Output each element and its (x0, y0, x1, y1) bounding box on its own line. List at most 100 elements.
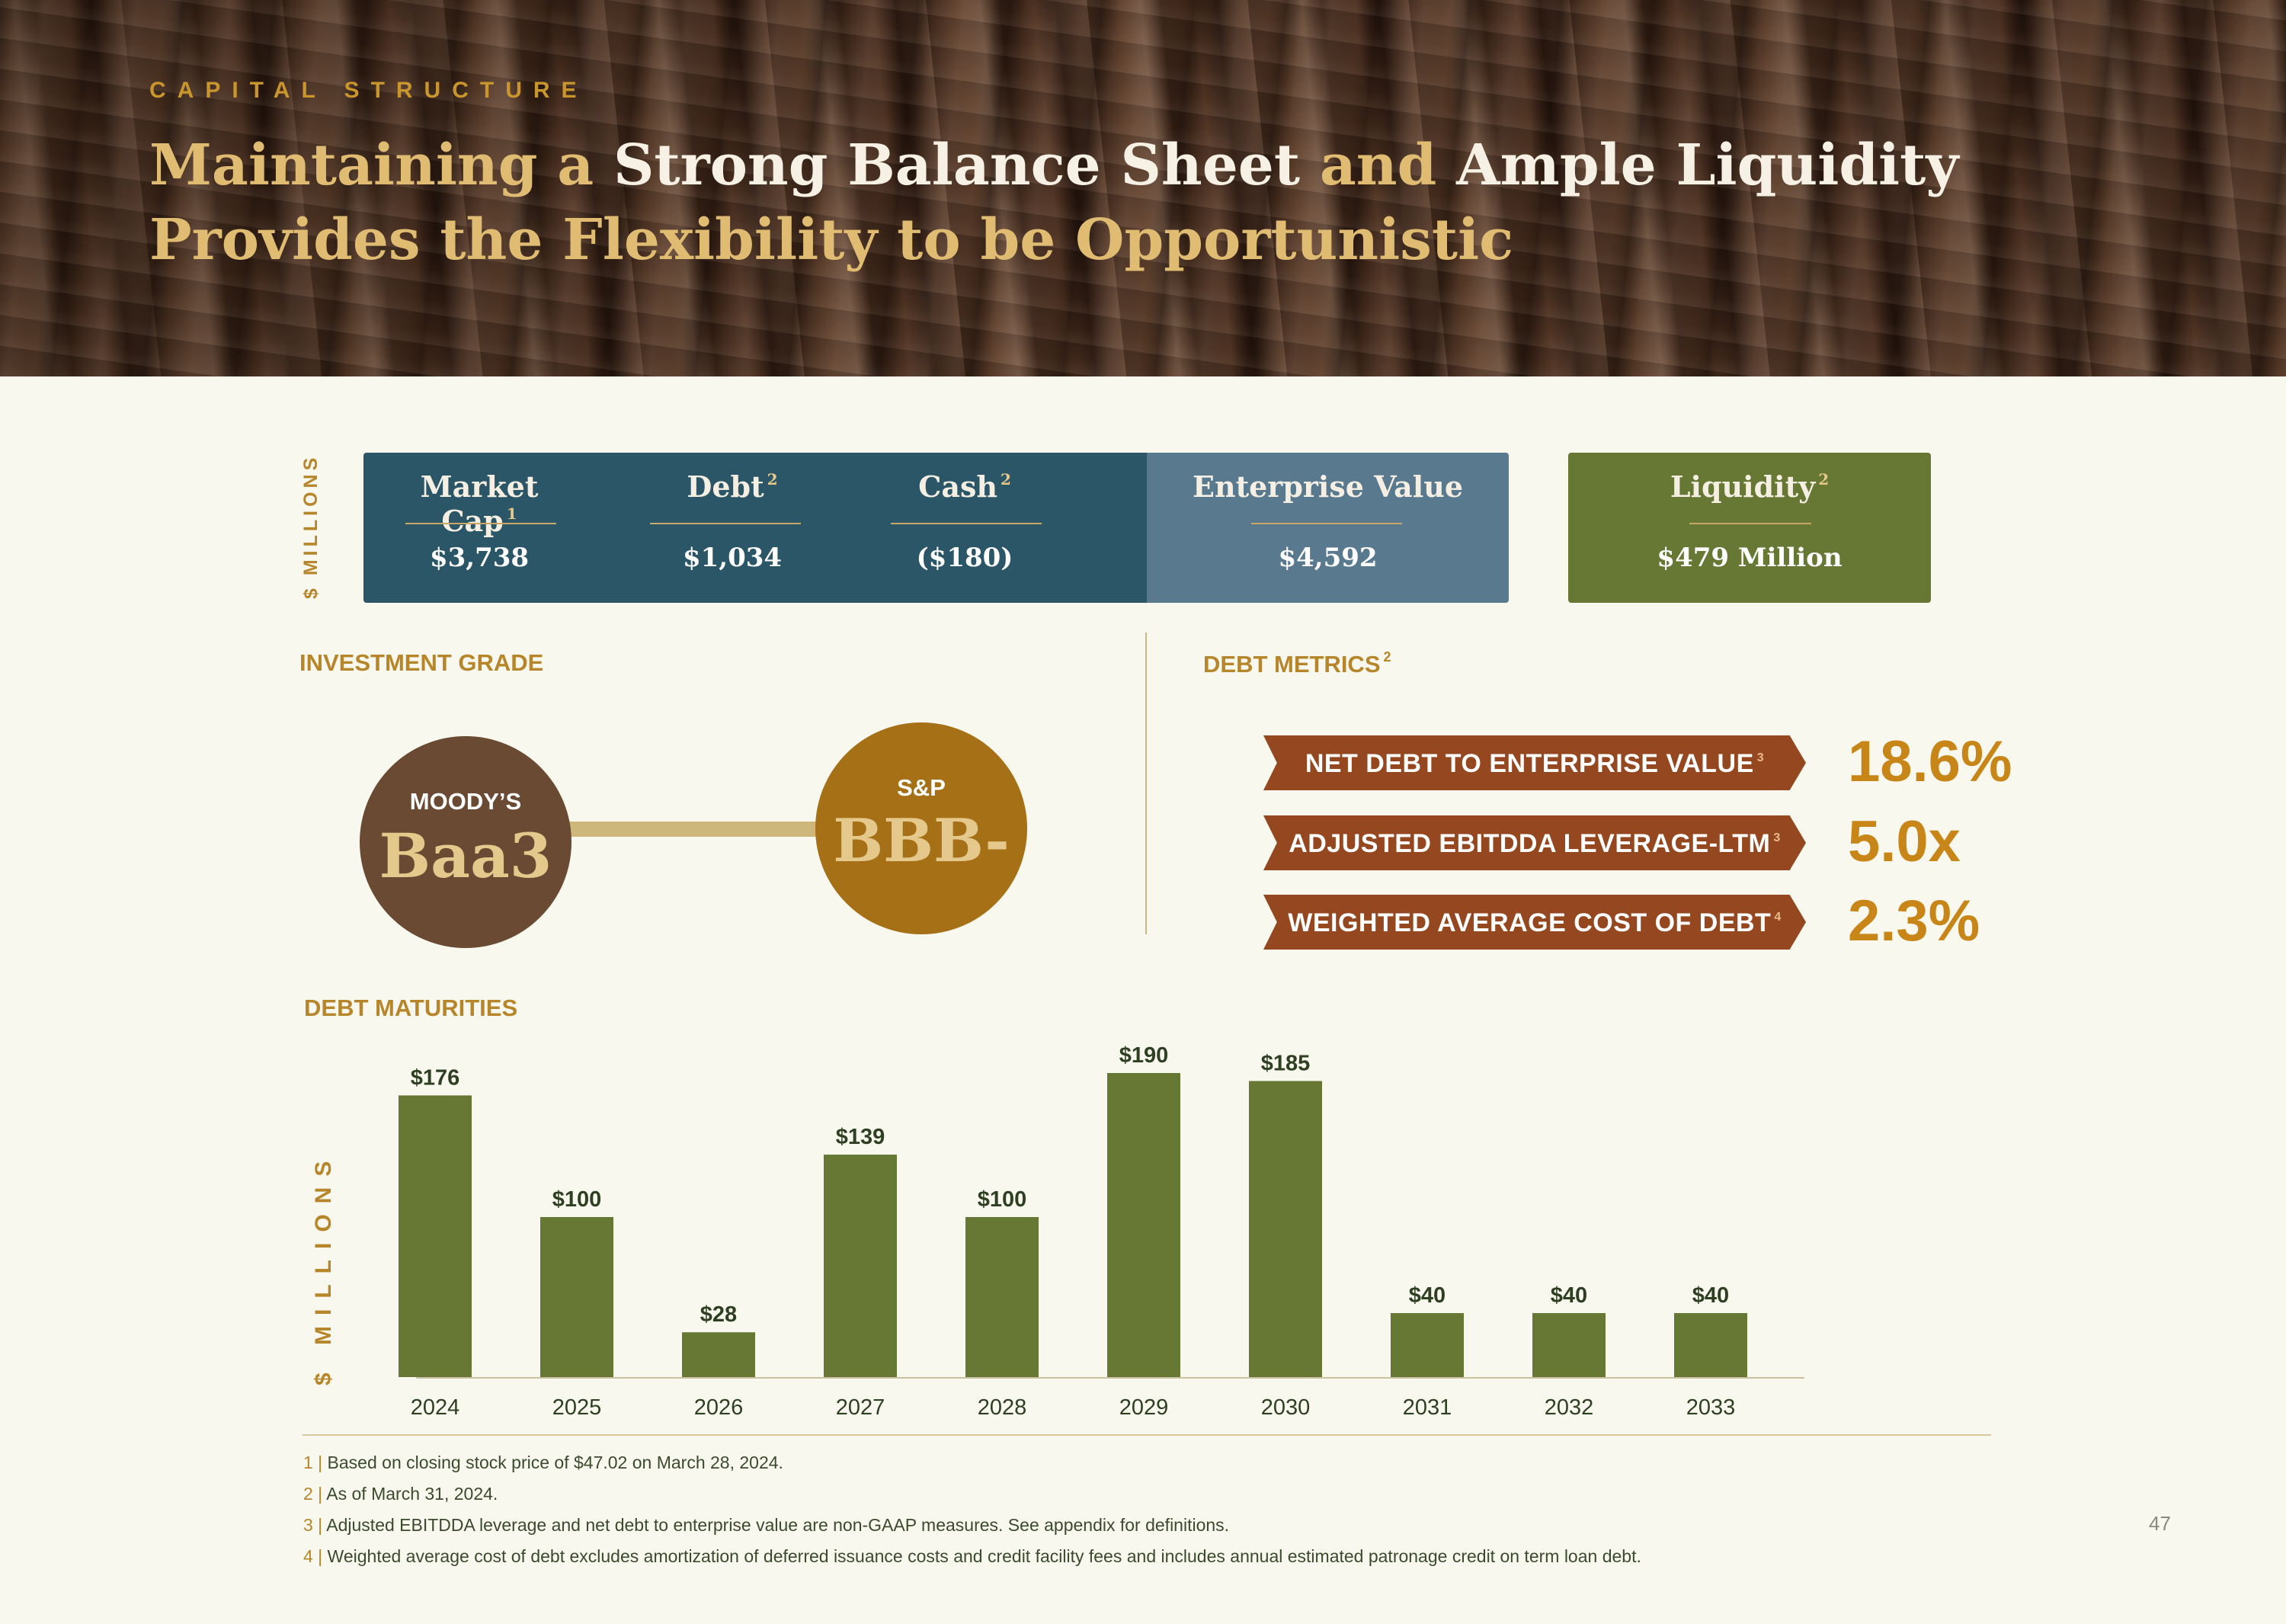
footnote-ref: 3 (1773, 831, 1781, 844)
rating-agency: S&P (897, 774, 946, 801)
bar-2033 (1674, 1313, 1747, 1377)
metric-label-text: Cash (918, 469, 997, 504)
footnote-3: 3 | Adjusted EBITDDA leverage and net de… (303, 1515, 1229, 1536)
bar-2025 (540, 1217, 613, 1377)
metric-cash: Cash 2 ($180) (875, 453, 1055, 603)
metric-label-text: Market Cap (420, 469, 539, 538)
metric-label: Debt 2 (639, 469, 826, 504)
footnote-ref: 3 (1756, 751, 1765, 764)
metric-label-text: Liquidity (1670, 469, 1816, 504)
metric-value: $3,738 (429, 543, 530, 573)
data-label-2030: $185 (1261, 1052, 1311, 1076)
metric-label: NET DEBT TO ENTERPRISE VALUE 3 (1263, 749, 1806, 779)
footnote-1: 1 | Based on closing stock price of $47.… (303, 1453, 783, 1473)
footnote-ref: 2 (767, 470, 778, 488)
footnote-number: 3 | (303, 1515, 323, 1535)
metric-value: $4,592 (1278, 543, 1378, 573)
enterprise-value-panel (1147, 453, 1509, 603)
cost-of-debt-value: 2.3% (1848, 889, 1980, 953)
metric-enterprise-value: Enterprise Value $4,592 (1147, 453, 1509, 603)
bar-2031 (1391, 1313, 1464, 1377)
net-debt-to-ev-value: 18.6% (1848, 729, 2012, 794)
footnote-ref: 4 (1774, 911, 1782, 924)
title-part: Maintaining a (149, 133, 613, 198)
footnote-ref: 2 (1000, 470, 1011, 488)
debt-metrics-heading: DEBT METRICS 2 (1203, 649, 1391, 678)
footnote-number: 2 | (303, 1484, 323, 1504)
metric-banner (1263, 815, 1806, 870)
x-tick-label: 2025 (552, 1395, 602, 1420)
footnote-text: Adjusted EBITDDA leverage and net debt t… (322, 1515, 1230, 1535)
x-tick-label: 2027 (836, 1395, 885, 1420)
metric-divider (1251, 523, 1402, 524)
data-label-2025: $100 (552, 1187, 602, 1212)
metric-label-text: WEIGHTED AVERAGE COST OF DEBT (1288, 908, 1772, 937)
metric-divider (650, 523, 801, 524)
debt-metric-row: WEIGHTED AVERAGE COST OF DEBT 4 (1263, 895, 1806, 950)
footnote-text: Based on closing stock price of $47.02 o… (322, 1453, 783, 1472)
bar-2024 (399, 1095, 472, 1377)
footnote-divider (303, 1434, 1991, 1436)
footnote-ref: 2 (1818, 470, 1830, 488)
summary-units-label: $ MILLIONS (300, 453, 322, 599)
bar-2030 (1249, 1081, 1322, 1377)
metric-label: Cash 2 (875, 469, 1055, 504)
title-part: Strong Balance Sheet (613, 133, 1301, 198)
data-label-2026: $28 (700, 1302, 737, 1327)
metric-divider (405, 523, 556, 524)
metric-label: Liquidity 2 (1568, 469, 1931, 504)
data-label-2028: $100 (978, 1187, 1027, 1212)
data-label-2032: $40 (1551, 1283, 1587, 1308)
page-number: 47 (2149, 1512, 2171, 1535)
capitalization-panel (363, 453, 1147, 603)
x-tick-label: 2031 (1403, 1395, 1452, 1420)
bar-2029 (1107, 1073, 1180, 1377)
sp-rating-badge: S&P BBB- (815, 722, 1027, 934)
metric-label: Market Cap 1 (379, 469, 580, 538)
page-title: Maintaining a Strong Balance Sheet and A… (149, 128, 2054, 277)
title-part: and (1300, 133, 1457, 198)
footnote-ref: 1 (506, 504, 517, 523)
footnote-number: 4 | (303, 1546, 323, 1566)
data-label-2024: $176 (411, 1065, 460, 1090)
section-divider (1145, 633, 1147, 934)
debt-metrics-heading-text: DEBT METRICS (1203, 651, 1381, 677)
data-label-2033: $40 (1692, 1283, 1729, 1308)
footnote-ref: 2 (1383, 649, 1391, 665)
debt-metric-row: NET DEBT TO ENTERPRISE VALUE 3 (1263, 735, 1806, 790)
data-label-2029: $190 (1119, 1043, 1169, 1068)
metric-label-text: Debt (687, 469, 764, 504)
metric-market-cap: Market Cap 1 $3,738 (379, 453, 580, 603)
ebitdda-leverage-value: 5.0x (1848, 809, 1961, 874)
bark-texture-overlay (0, 0, 2286, 376)
debt-metric-row: ADJUSTED EBITDDA LEVERAGE-LTM 3 (1263, 815, 1806, 870)
rating-value: Baa3 (379, 820, 552, 892)
metric-value: ($180) (916, 543, 1013, 573)
x-tick-label: 2030 (1261, 1395, 1311, 1420)
metric-label-text: NET DEBT TO ENTERPRISE VALUE (1305, 749, 1754, 778)
metric-value: $1,034 (682, 543, 783, 573)
x-tick-label: 2033 (1686, 1395, 1736, 1420)
metric-divider (891, 523, 1042, 524)
metric-banner (1263, 735, 1806, 790)
title-part: Ample Liquidity (1456, 133, 1959, 198)
x-tick-label: 2026 (694, 1395, 744, 1420)
data-label-2031: $40 (1409, 1283, 1446, 1308)
footnote-4: 4 | Weighted average cost of debt exclud… (303, 1546, 1641, 1567)
footnote-text: As of March 31, 2024. (322, 1484, 498, 1504)
metric-debt: Debt 2 $1,034 (639, 453, 826, 603)
chart-title: DEBT MATURITIES (304, 995, 518, 1021)
metric-divider (1689, 523, 1811, 524)
debt-maturities-chart: $176 2024 $100 2025 $28 2026 $139 2027 $100 2028 $… (399, 1043, 1804, 1420)
liquidity-panel (1568, 453, 1931, 603)
bar-2026 (682, 1332, 755, 1377)
investment-grade-heading: INVESTMENT GRADE (299, 649, 544, 676)
metric-label: Enterprise Value (1192, 469, 1464, 504)
footnote-text: Weighted average cost of debt excludes a… (322, 1546, 1641, 1566)
x-tick-label: 2032 (1545, 1395, 1594, 1420)
data-label-2027: $139 (836, 1125, 885, 1149)
rating-connector (564, 822, 823, 837)
header-banner: CAPITAL STRUCTURE Maintaining a Strong B… (0, 0, 2286, 376)
section-eyebrow: CAPITAL STRUCTURE (149, 78, 588, 103)
metric-value: $479 Million (1657, 543, 1843, 573)
